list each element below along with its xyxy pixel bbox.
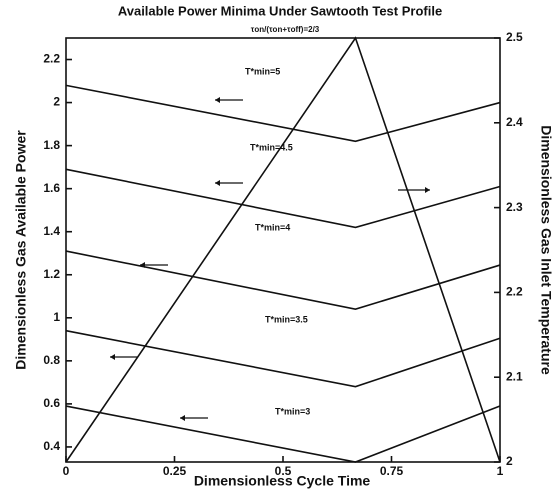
y-tick-label: 1.4: [43, 224, 60, 238]
y-tick-label: 0.4: [43, 439, 60, 453]
y2-axis-title: Dimensionless Gas Inlet Temperature: [538, 125, 554, 375]
line-series: [65, 168, 501, 229]
series-label: T*min=3.5: [265, 314, 308, 324]
y-tick-label: 1.8: [43, 138, 60, 152]
line-series: [65, 84, 501, 143]
x-tick-label: 0.75: [380, 464, 404, 478]
series-label: T*min=3: [275, 406, 310, 416]
y2-tick-label: 2.4: [506, 115, 523, 129]
y-tick-label: 0.8: [43, 353, 60, 367]
series-label: T*min=4: [255, 222, 290, 232]
arrow-head: [215, 180, 220, 186]
y-tick-label: 1.2: [43, 267, 60, 281]
y-axis-title: Dimensionless Gas Available Power: [13, 130, 29, 370]
y-tick-label: 1: [53, 310, 60, 324]
y2-tick-label: 2.2: [506, 285, 523, 299]
line-series: [65, 405, 501, 463]
y2-tick-label: 2.5: [506, 30, 523, 44]
x-tick-label: 1: [497, 464, 504, 478]
chart-title: Available Power Minima Under Sawtooth Te…: [118, 3, 442, 18]
arrow-head: [215, 97, 220, 103]
plot-frame: [65, 37, 501, 463]
y-tick-label: 1.6: [43, 181, 60, 195]
series-label: T*min=4.5: [250, 142, 293, 152]
y-tick-label: 2.2: [43, 52, 60, 66]
arrow-head: [425, 187, 430, 193]
x-axis-title: Dimensionless Cycle Time: [194, 473, 371, 489]
x-tick-label: 0.25: [163, 464, 187, 478]
annotation: τon/(τon+τoff)=2/3: [251, 25, 320, 34]
arrow-head: [110, 354, 115, 360]
y2-tick-label: 2.1: [506, 369, 523, 383]
line-series: [65, 250, 501, 311]
x-tick-label: 0.5: [275, 464, 292, 478]
series-label: T*min=5: [245, 66, 280, 76]
y2-tick-label: 2.3: [506, 200, 523, 214]
line-series: [65, 329, 501, 388]
arrow-head: [140, 262, 145, 268]
arrow-head: [180, 415, 185, 421]
line-series: [65, 36, 501, 463]
x-tick-label: 0: [63, 464, 70, 478]
y-tick-label: 0.6: [43, 396, 60, 410]
y-tick-label: 2: [53, 95, 60, 109]
y2-tick-label: 2: [506, 454, 513, 468]
